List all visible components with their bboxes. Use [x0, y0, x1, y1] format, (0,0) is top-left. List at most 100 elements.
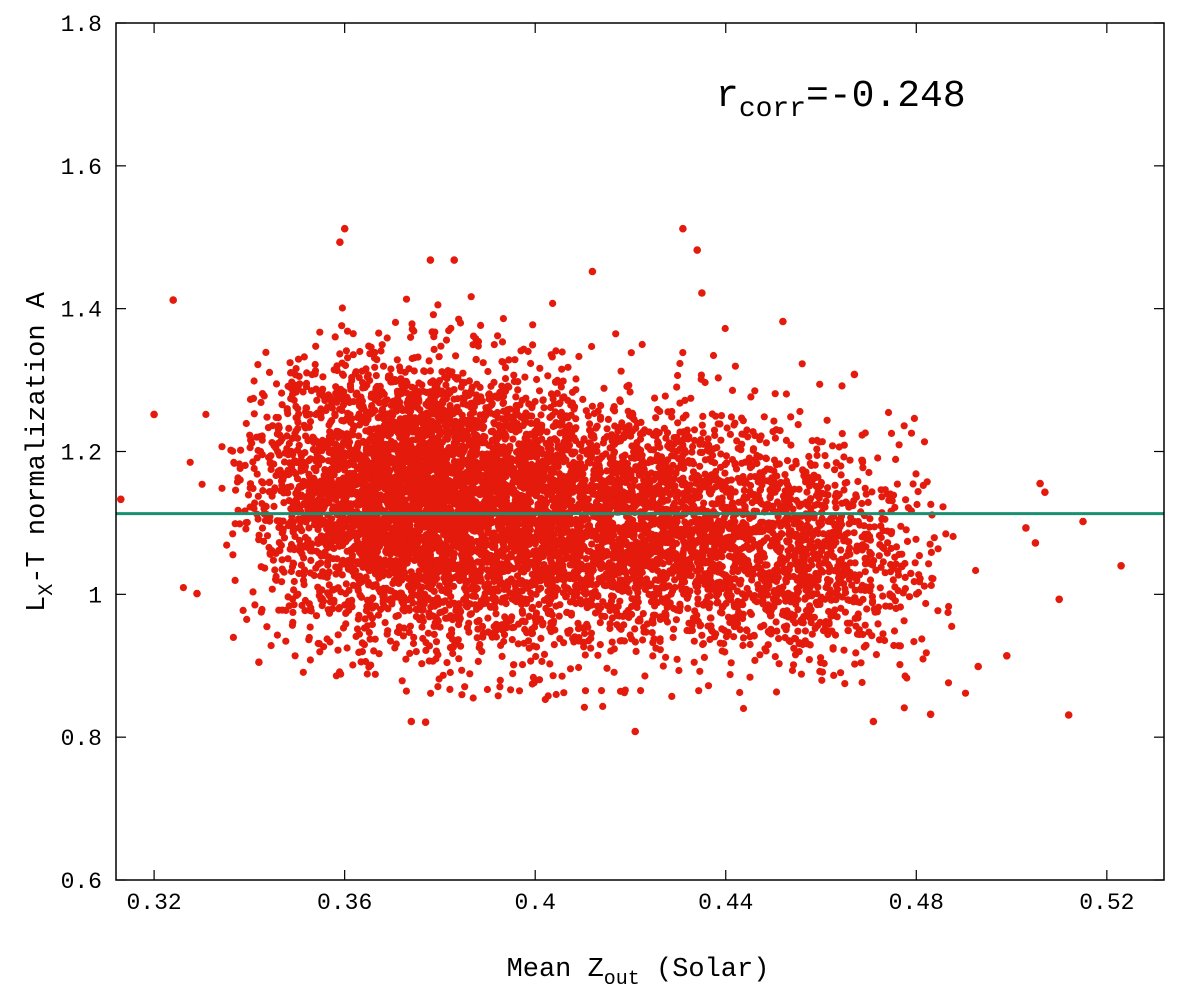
scatter-point	[313, 396, 321, 404]
scatter-point	[462, 418, 470, 426]
scatter-point	[400, 505, 408, 514]
scatter-point	[425, 556, 433, 564]
scatter-point	[440, 468, 448, 476]
scatter-point	[419, 496, 427, 504]
scatter-point	[490, 378, 498, 386]
scatter-point	[482, 465, 490, 473]
scatter-point	[540, 404, 548, 412]
scatter-point	[444, 572, 452, 580]
scatter-point	[553, 389, 561, 397]
scatter-point	[499, 552, 507, 561]
scatter-point	[502, 468, 510, 476]
scatter-point	[388, 596, 396, 605]
scatter-point	[502, 600, 510, 608]
scatter-point	[566, 665, 575, 673]
scatter-point	[434, 387, 442, 395]
scatter-point	[420, 487, 428, 495]
scatter-point	[445, 444, 453, 452]
scatter-point	[186, 458, 194, 466]
scatter-point	[377, 436, 385, 444]
scatter-point	[551, 378, 560, 386]
scatter-point	[347, 500, 355, 508]
scatter-point	[454, 374, 462, 382]
scatter-point	[474, 337, 483, 346]
scatter-point	[342, 620, 350, 628]
scatter-point	[413, 579, 421, 587]
scatter-point	[510, 371, 518, 379]
scatter-point	[587, 644, 595, 652]
scatter-point	[480, 629, 488, 637]
scatter-point	[588, 342, 596, 351]
scatter-point	[467, 293, 475, 301]
scatter-point	[532, 590, 540, 598]
scatter-point	[501, 375, 510, 383]
scatter-point	[487, 498, 495, 506]
scatter-point	[494, 692, 502, 700]
scatter-point	[380, 428, 388, 436]
scatter-point	[416, 406, 424, 414]
scatter-point	[527, 359, 535, 368]
scatter-point	[359, 384, 367, 392]
scatter-point	[464, 492, 472, 500]
scatter-point	[626, 388, 634, 396]
scatter-point	[366, 376, 374, 384]
scatter-point	[450, 582, 458, 590]
scatter-point	[521, 618, 529, 626]
scatter-point	[474, 625, 482, 633]
scatter-point	[476, 527, 484, 535]
scatter-point	[465, 455, 473, 463]
scatter-point	[346, 383, 355, 391]
scatter-point	[437, 564, 445, 572]
scatter-point	[572, 375, 580, 383]
scatter-point	[491, 594, 499, 603]
scatter-point	[399, 563, 407, 571]
scatter-point	[386, 637, 395, 645]
scatter-point	[498, 652, 506, 661]
scatter-point	[393, 528, 401, 536]
scatter-point	[560, 582, 569, 590]
scatter-point	[396, 442, 404, 450]
scatter-point	[278, 556, 286, 564]
scatter-point	[558, 348, 566, 356]
scatter-point	[507, 551, 515, 559]
scatter-point	[465, 391, 473, 400]
scatter-point	[432, 476, 440, 484]
scatter-point	[546, 403, 555, 412]
scatter-point	[412, 613, 420, 621]
scatter-point	[429, 311, 437, 319]
scatter-point	[675, 666, 683, 675]
scatter-point	[330, 585, 339, 593]
scatter-point	[372, 372, 380, 380]
scatter-point	[371, 363, 379, 371]
scatter-point	[419, 605, 427, 613]
scatter-point	[508, 457, 516, 465]
scatter-point	[441, 373, 449, 381]
scatter-point	[379, 517, 387, 525]
scatter-point	[454, 475, 463, 483]
scatter-point	[380, 415, 388, 423]
scatter-point	[483, 685, 491, 694]
scatter-point	[466, 670, 474, 678]
scatter-point	[421, 566, 429, 574]
scatter-point	[478, 397, 486, 405]
scatter-point	[383, 334, 391, 342]
scatter-point	[420, 473, 428, 481]
scatter-point	[483, 587, 491, 596]
scatter-point	[520, 345, 528, 353]
scatter-point	[381, 619, 389, 627]
scatter-point	[457, 523, 465, 532]
scatter-point	[278, 401, 286, 409]
scatter-point	[407, 333, 415, 341]
scatter-point	[498, 358, 506, 366]
scatter-point	[418, 451, 426, 459]
scatter-point	[354, 585, 362, 593]
scatter-point	[451, 444, 459, 452]
scatter-point	[514, 425, 523, 433]
scatter-point	[493, 555, 501, 563]
scatter-point	[458, 394, 466, 402]
scatter-point	[532, 652, 540, 661]
scatter-point	[424, 629, 432, 637]
scatter-point	[491, 453, 499, 461]
scatter-point	[317, 559, 325, 567]
scatter-point	[335, 605, 343, 613]
